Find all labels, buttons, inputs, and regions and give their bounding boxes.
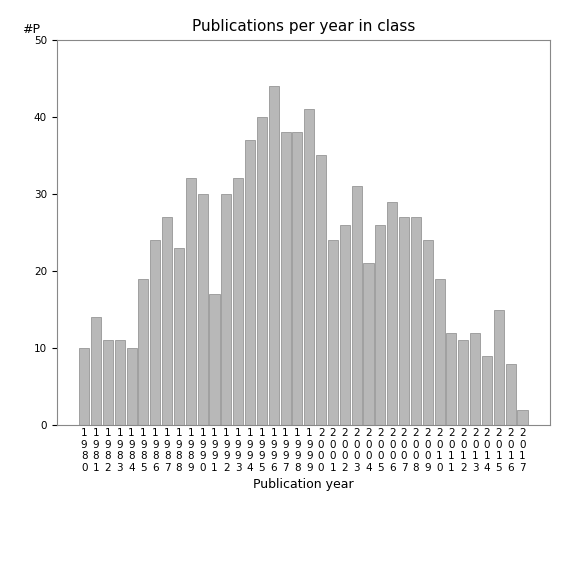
Bar bbox=[138, 279, 149, 425]
Bar bbox=[352, 186, 362, 425]
Bar bbox=[233, 179, 243, 425]
Bar bbox=[423, 240, 433, 425]
Bar bbox=[281, 132, 291, 425]
Bar bbox=[115, 340, 125, 425]
Bar bbox=[340, 225, 350, 425]
Bar bbox=[79, 348, 89, 425]
Bar bbox=[245, 140, 255, 425]
Bar bbox=[209, 294, 219, 425]
Bar bbox=[446, 333, 456, 425]
Bar bbox=[328, 240, 338, 425]
X-axis label: Publication year: Publication year bbox=[253, 479, 354, 492]
Bar bbox=[293, 132, 302, 425]
Bar bbox=[126, 348, 137, 425]
Bar bbox=[494, 310, 504, 425]
Bar bbox=[434, 279, 445, 425]
Bar bbox=[316, 155, 326, 425]
Bar bbox=[174, 248, 184, 425]
Bar bbox=[411, 217, 421, 425]
Bar bbox=[506, 363, 516, 425]
Bar bbox=[399, 217, 409, 425]
Bar bbox=[162, 217, 172, 425]
Bar bbox=[221, 194, 231, 425]
Bar bbox=[269, 86, 279, 425]
Bar bbox=[198, 194, 208, 425]
Bar bbox=[375, 225, 386, 425]
Bar bbox=[387, 202, 397, 425]
Bar bbox=[150, 240, 160, 425]
Bar bbox=[103, 340, 113, 425]
Title: Publications per year in class: Publications per year in class bbox=[192, 19, 415, 35]
Text: #P: #P bbox=[22, 23, 40, 36]
Bar bbox=[363, 263, 374, 425]
Bar bbox=[518, 410, 527, 425]
Bar bbox=[470, 333, 480, 425]
Bar bbox=[257, 117, 267, 425]
Bar bbox=[482, 356, 492, 425]
Bar bbox=[304, 109, 314, 425]
Bar bbox=[458, 340, 468, 425]
Bar bbox=[91, 318, 101, 425]
Bar bbox=[186, 179, 196, 425]
